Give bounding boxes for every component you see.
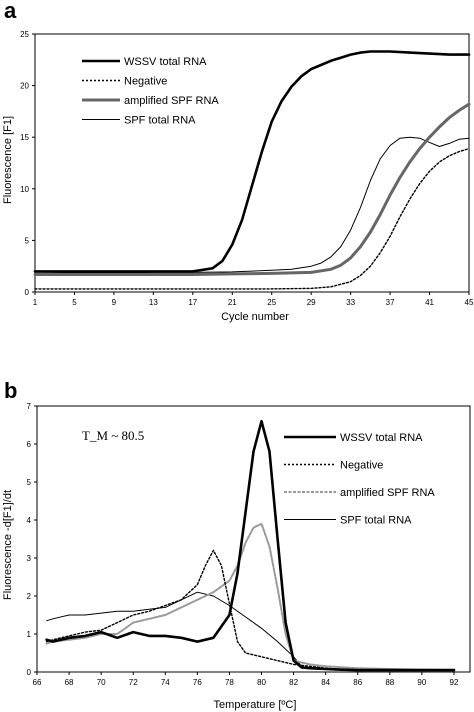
y-tick-label: 4 [27, 516, 32, 525]
x-tick-label: 84 [321, 678, 330, 687]
x-tick-label: 66 [33, 678, 42, 687]
panel-b-series-group [45, 419, 456, 672]
legend-label-negative: Negative [340, 460, 383, 472]
x-tick-label: 82 [289, 678, 298, 687]
x-tick-label: 13 [149, 298, 158, 307]
x-tick-label: 92 [450, 678, 459, 687]
y-tick-label: 1 [27, 630, 32, 639]
x-tick-label: 78 [225, 678, 234, 687]
y-tick-label: 15 [20, 133, 29, 142]
panel-b-x-ticks: 66 68 70 72 74 76 78 80 82 84 86 88 90 92 [33, 672, 459, 687]
panel-a-y-ticks: 0 5 10 15 20 25 [20, 30, 35, 297]
panel-b-axes [36, 405, 471, 673]
panel-a-legend: WSSV total RNA Negative amplified SPF RNA S… [82, 56, 219, 127]
y-tick-label: 6 [27, 440, 32, 449]
y-tick-label: 5 [27, 478, 32, 487]
plot-frame [36, 405, 471, 673]
panel-a-x-axis-label: Cycle number [221, 311, 289, 323]
series-line-spf-total-rna [34, 136, 470, 274]
series-line-wssv-total-rna [33, 50, 471, 273]
y-tick-label: 2 [27, 592, 32, 601]
legend-label-spf-total-rna: SPF total RNA [124, 115, 196, 127]
x-tick-label: 1 [33, 298, 38, 307]
series-line-amplified-spf-rna [33, 102, 471, 276]
x-tick-label: 86 [353, 678, 362, 687]
legend-label-amplified-spf-rna: amplified SPF RNA [124, 95, 219, 107]
x-tick-label: 80 [257, 678, 266, 687]
panel-b-label: b [4, 378, 17, 403]
plot-frame [34, 33, 470, 293]
panel-b-y-axis-label: Fluorescence -d[F1]/dt [2, 490, 14, 600]
y-tick-label: 0 [27, 668, 32, 677]
x-tick-label: 76 [193, 678, 202, 687]
y-tick-label: 3 [27, 554, 32, 563]
x-tick-label: 90 [417, 678, 426, 687]
legend-label-negative: Negative [124, 76, 167, 88]
y-tick-label: 25 [20, 30, 29, 39]
y-tick-label: 0 [25, 288, 30, 297]
x-tick-label: 68 [65, 678, 74, 687]
x-tick-label: 9 [112, 298, 117, 307]
y-tick-label: 7 [27, 402, 32, 411]
panel-a-x-ticks: 1 5 9 13 17 21 25 29 33 37 41 45 [33, 292, 474, 307]
legend-label-amplified-spf-rna: amplified SPF RNA [340, 487, 435, 499]
panel-b-melting-temp-annotation: T_M ~ 80.5 [82, 428, 144, 443]
x-tick-label: 70 [97, 678, 106, 687]
y-tick-label: 10 [20, 185, 29, 194]
panel-a-y-axis-label: Fluorescence [F1] [2, 116, 14, 204]
series-line-negative [45, 549, 455, 671]
series-line-wssv-total-rna [45, 419, 456, 672]
panel-b-legend: WSSV total RNA Negative amplified SPF RNA S… [284, 432, 435, 527]
y-tick-label: 5 [25, 236, 30, 245]
x-tick-label: 5 [72, 298, 77, 307]
series-line-amplified-spf-rna [45, 522, 455, 672]
y-tick-label: 20 [20, 82, 29, 91]
legend-label-wssv-total-rna: WSSV total RNA [340, 432, 423, 444]
x-tick-label: 88 [385, 678, 394, 687]
series-line-spf-total-rna [46, 591, 455, 671]
panel-a-label: a [4, 0, 17, 23]
x-tick-label: 74 [161, 678, 170, 687]
panel-a-axes [34, 33, 470, 293]
x-tick-label: 25 [267, 298, 276, 307]
x-tick-label: 33 [346, 298, 355, 307]
legend-label-spf-total-rna: SPF total RNA [340, 515, 412, 527]
series-line-negative [34, 147, 470, 290]
x-tick-label: 21 [228, 298, 237, 307]
x-tick-label: 29 [307, 298, 316, 307]
legend-label-wssv-total-rna: WSSV total RNA [124, 56, 207, 68]
panel-b-y-ticks: 0 1 2 3 4 5 6 7 [27, 402, 37, 677]
x-tick-label: 37 [386, 298, 395, 307]
panel-b-x-axis-label: Temperature [ºC] [214, 699, 297, 711]
x-tick-label: 45 [465, 298, 474, 307]
x-tick-label: 41 [425, 298, 434, 307]
x-tick-label: 72 [129, 678, 138, 687]
x-tick-label: 17 [188, 298, 197, 307]
panel-a-series-group [33, 50, 471, 290]
